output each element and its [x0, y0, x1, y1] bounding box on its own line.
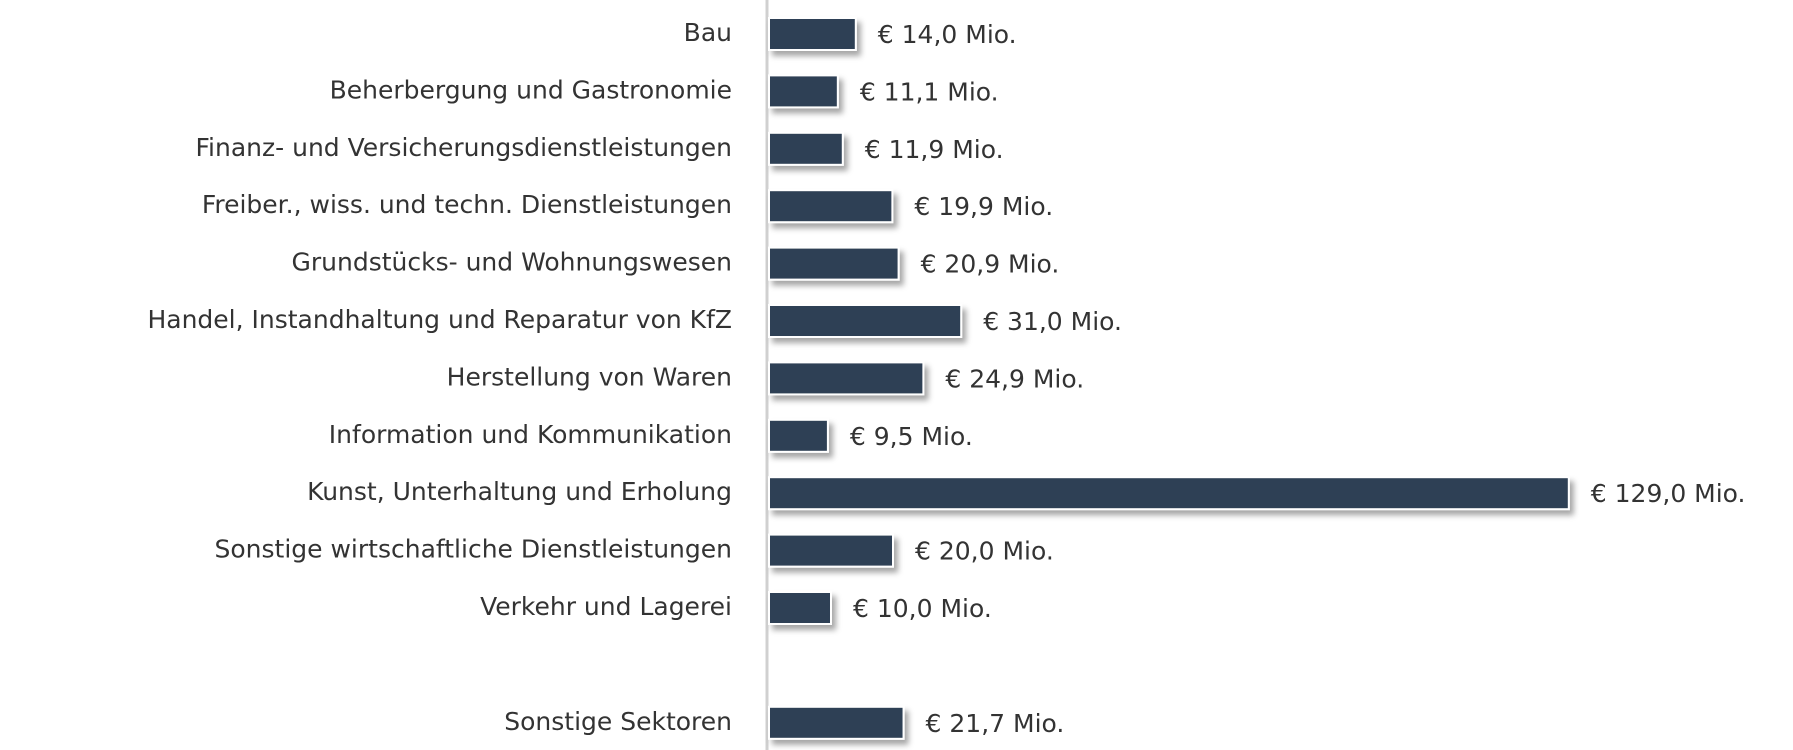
category-label: Sonstige wirtschaftliche Dienstleistunge…	[215, 535, 733, 564]
bar	[768, 705, 905, 740]
bar	[768, 533, 894, 568]
bar	[768, 246, 900, 281]
value-label: € 9,5 Mio.	[850, 422, 973, 451]
value-label: € 20,9 Mio.	[921, 250, 1060, 279]
bar	[768, 361, 925, 396]
bar	[768, 304, 963, 338]
bar	[768, 74, 839, 109]
bar	[768, 17, 857, 51]
category-label: Information und Kommunikation	[329, 420, 732, 449]
category-label: Finanz- und Versicherungsdienstleistunge…	[196, 133, 733, 162]
value-label: € 10,0 Mio.	[853, 594, 992, 623]
bar	[768, 189, 894, 224]
category-label: Sonstige Sektoren	[504, 707, 732, 736]
value-label: € 11,1 Mio.	[860, 77, 999, 106]
value-label: € 14,0 Mio.	[878, 20, 1017, 49]
value-label: € 24,9 Mio.	[945, 364, 1084, 393]
category-label: Bau	[684, 18, 732, 47]
value-label: € 21,7 Mio.	[926, 709, 1065, 738]
value-label: € 129,0 Mio.	[1591, 479, 1746, 508]
category-label: Freiber., wiss. und techn. Dienstleistun…	[202, 190, 732, 219]
value-label: € 19,9 Mio.	[914, 192, 1053, 221]
category-label: Grundstücks- und Wohnungswesen	[291, 248, 732, 277]
bar	[768, 418, 829, 453]
category-label: Handel, Instandhaltung und Reparatur von…	[147, 305, 732, 334]
bar	[768, 591, 832, 625]
value-label: € 20,0 Mio.	[915, 537, 1054, 566]
bar	[768, 131, 844, 166]
value-label: € 31,0 Mio.	[983, 307, 1122, 336]
category-label: Kunst, Unterhaltung und Erholung	[307, 477, 732, 506]
bar	[768, 476, 1570, 511]
value-label: € 11,9 Mio.	[865, 135, 1004, 164]
category-label: Herstellung von Waren	[447, 362, 732, 391]
category-label: Beherbergung und Gastronomie	[330, 75, 732, 104]
category-label: Verkehr und Lagerei	[480, 592, 732, 621]
